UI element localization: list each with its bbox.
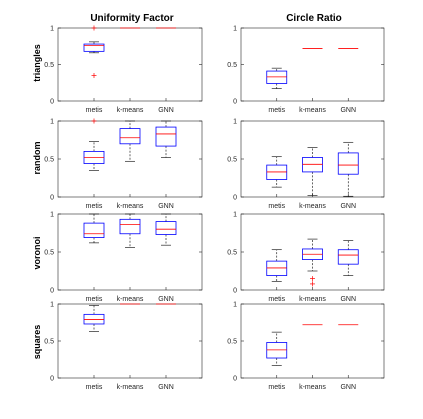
x-tick-label-metis-random-uniformity-factor: metis	[86, 203, 103, 210]
y-tick-label-voronoi-circle-ratio: 0.5	[227, 250, 237, 257]
box-GNN-voronoi-circle-ratio-body	[337, 249, 359, 265]
axes-frame-voronoi-uniformity-factor	[57, 213, 203, 291]
y-tick-label-triangles-circle-ratio: 1	[233, 26, 237, 33]
y-tick-label-triangles-circle-ratio: 0	[233, 99, 237, 106]
box-metis-voronoi-uniformity-factor-body	[83, 222, 105, 238]
box-k-means-voronoi-uniformity-factor-body	[119, 218, 141, 235]
x-tick-label-GNN-squares-uniformity-factor: GNN	[158, 384, 174, 391]
y-tick-label-voronoi-uniformity-factor: 0	[50, 288, 54, 295]
y-tick-label-voronoi-uniformity-factor: 0.5	[44, 250, 54, 257]
y-tick-label-voronoi-circle-ratio: 0	[233, 288, 237, 295]
axes-frame-random-circle-ratio	[240, 120, 385, 198]
y-tick-label-voronoi-uniformity-factor: 1	[50, 212, 54, 219]
axes-frame-triangles-uniformity-factor	[57, 27, 203, 102]
x-tick-label-GNN-random-circle-ratio: GNN	[340, 203, 356, 210]
box-metis-triangles-uniformity-factor-body	[83, 43, 105, 52]
column-title-uniformity-factor: Uniformity Factor	[90, 13, 174, 24]
y-tick-label-random-uniformity-factor: 0	[50, 195, 54, 202]
y-tick-label-triangles-uniformity-factor: 0.5	[44, 62, 54, 69]
x-tick-label-k-means-triangles-circle-ratio: k-means	[299, 107, 326, 114]
box-GNN-voronoi-uniformity-factor-body	[155, 221, 177, 235]
x-tick-label-metis-squares-circle-ratio: metis	[268, 384, 285, 391]
x-tick-label-k-means-triangles-uniformity-factor: k-means	[117, 107, 144, 114]
axes-frame-triangles-circle-ratio	[240, 27, 385, 102]
x-tick-label-k-means-squares-uniformity-factor: k-means	[117, 384, 144, 391]
y-tick-label-random-circle-ratio: 0	[233, 195, 237, 202]
y-tick-label-triangles-circle-ratio: 0.5	[227, 62, 237, 69]
x-tick-label-k-means-voronoi-circle-ratio: k-means	[299, 296, 326, 303]
y-tick-label-triangles-uniformity-factor: 0	[50, 99, 54, 106]
x-tick-label-GNN-random-uniformity-factor: GNN	[158, 203, 174, 210]
y-tick-label-squares-uniformity-factor: 0.5	[44, 339, 54, 346]
x-tick-label-metis-voronoi-circle-ratio: metis	[268, 296, 285, 303]
x-tick-label-k-means-random-circle-ratio: k-means	[299, 203, 326, 210]
y-tick-label-voronoi-circle-ratio: 1	[233, 212, 237, 219]
x-tick-label-k-means-squares-circle-ratio: k-means	[299, 384, 326, 391]
box-GNN-random-uniformity-factor-body	[155, 126, 177, 147]
y-tick-label-squares-uniformity-factor: 0	[50, 376, 54, 383]
axes-frame-squares-uniformity-factor	[57, 303, 203, 379]
x-tick-label-metis-triangles-circle-ratio: metis	[268, 107, 285, 114]
y-tick-label-triangles-uniformity-factor: 1	[50, 26, 54, 33]
y-tick-label-squares-circle-ratio: 0.5	[227, 339, 237, 346]
x-tick-label-GNN-voronoi-uniformity-factor: GNN	[158, 296, 174, 303]
box-k-means-random-uniformity-factor-body	[119, 128, 141, 145]
box-GNN-random-circle-ratio-body	[337, 152, 359, 175]
y-tick-label-random-uniformity-factor: 0.5	[44, 157, 54, 164]
y-tick-label-random-circle-ratio: 1	[233, 119, 237, 126]
x-tick-label-GNN-squares-circle-ratio: GNN	[340, 384, 356, 391]
x-tick-label-GNN-triangles-circle-ratio: GNN	[340, 107, 356, 114]
y-tick-label-random-uniformity-factor: 1	[50, 119, 54, 126]
column-title-circle-ratio: Circle Ratio	[286, 13, 342, 24]
x-tick-label-GNN-voronoi-circle-ratio: GNN	[340, 296, 356, 303]
x-tick-label-GNN-triangles-uniformity-factor: GNN	[158, 107, 174, 114]
x-tick-label-metis-squares-uniformity-factor: metis	[86, 384, 103, 391]
x-tick-label-metis-voronoi-uniformity-factor: metis	[86, 296, 103, 303]
axes-frame-squares-circle-ratio	[240, 303, 385, 379]
x-tick-label-metis-random-circle-ratio: metis	[268, 203, 285, 210]
x-tick-label-k-means-voronoi-uniformity-factor: k-means	[117, 296, 144, 303]
x-tick-label-k-means-random-uniformity-factor: k-means	[117, 203, 144, 210]
y-tick-label-random-circle-ratio: 0.5	[227, 157, 237, 164]
y-tick-label-squares-uniformity-factor: 1	[50, 302, 54, 309]
y-tick-label-squares-circle-ratio: 1	[233, 302, 237, 309]
x-tick-label-metis-triangles-uniformity-factor: metis	[86, 107, 103, 114]
y-tick-label-squares-circle-ratio: 0	[233, 376, 237, 383]
